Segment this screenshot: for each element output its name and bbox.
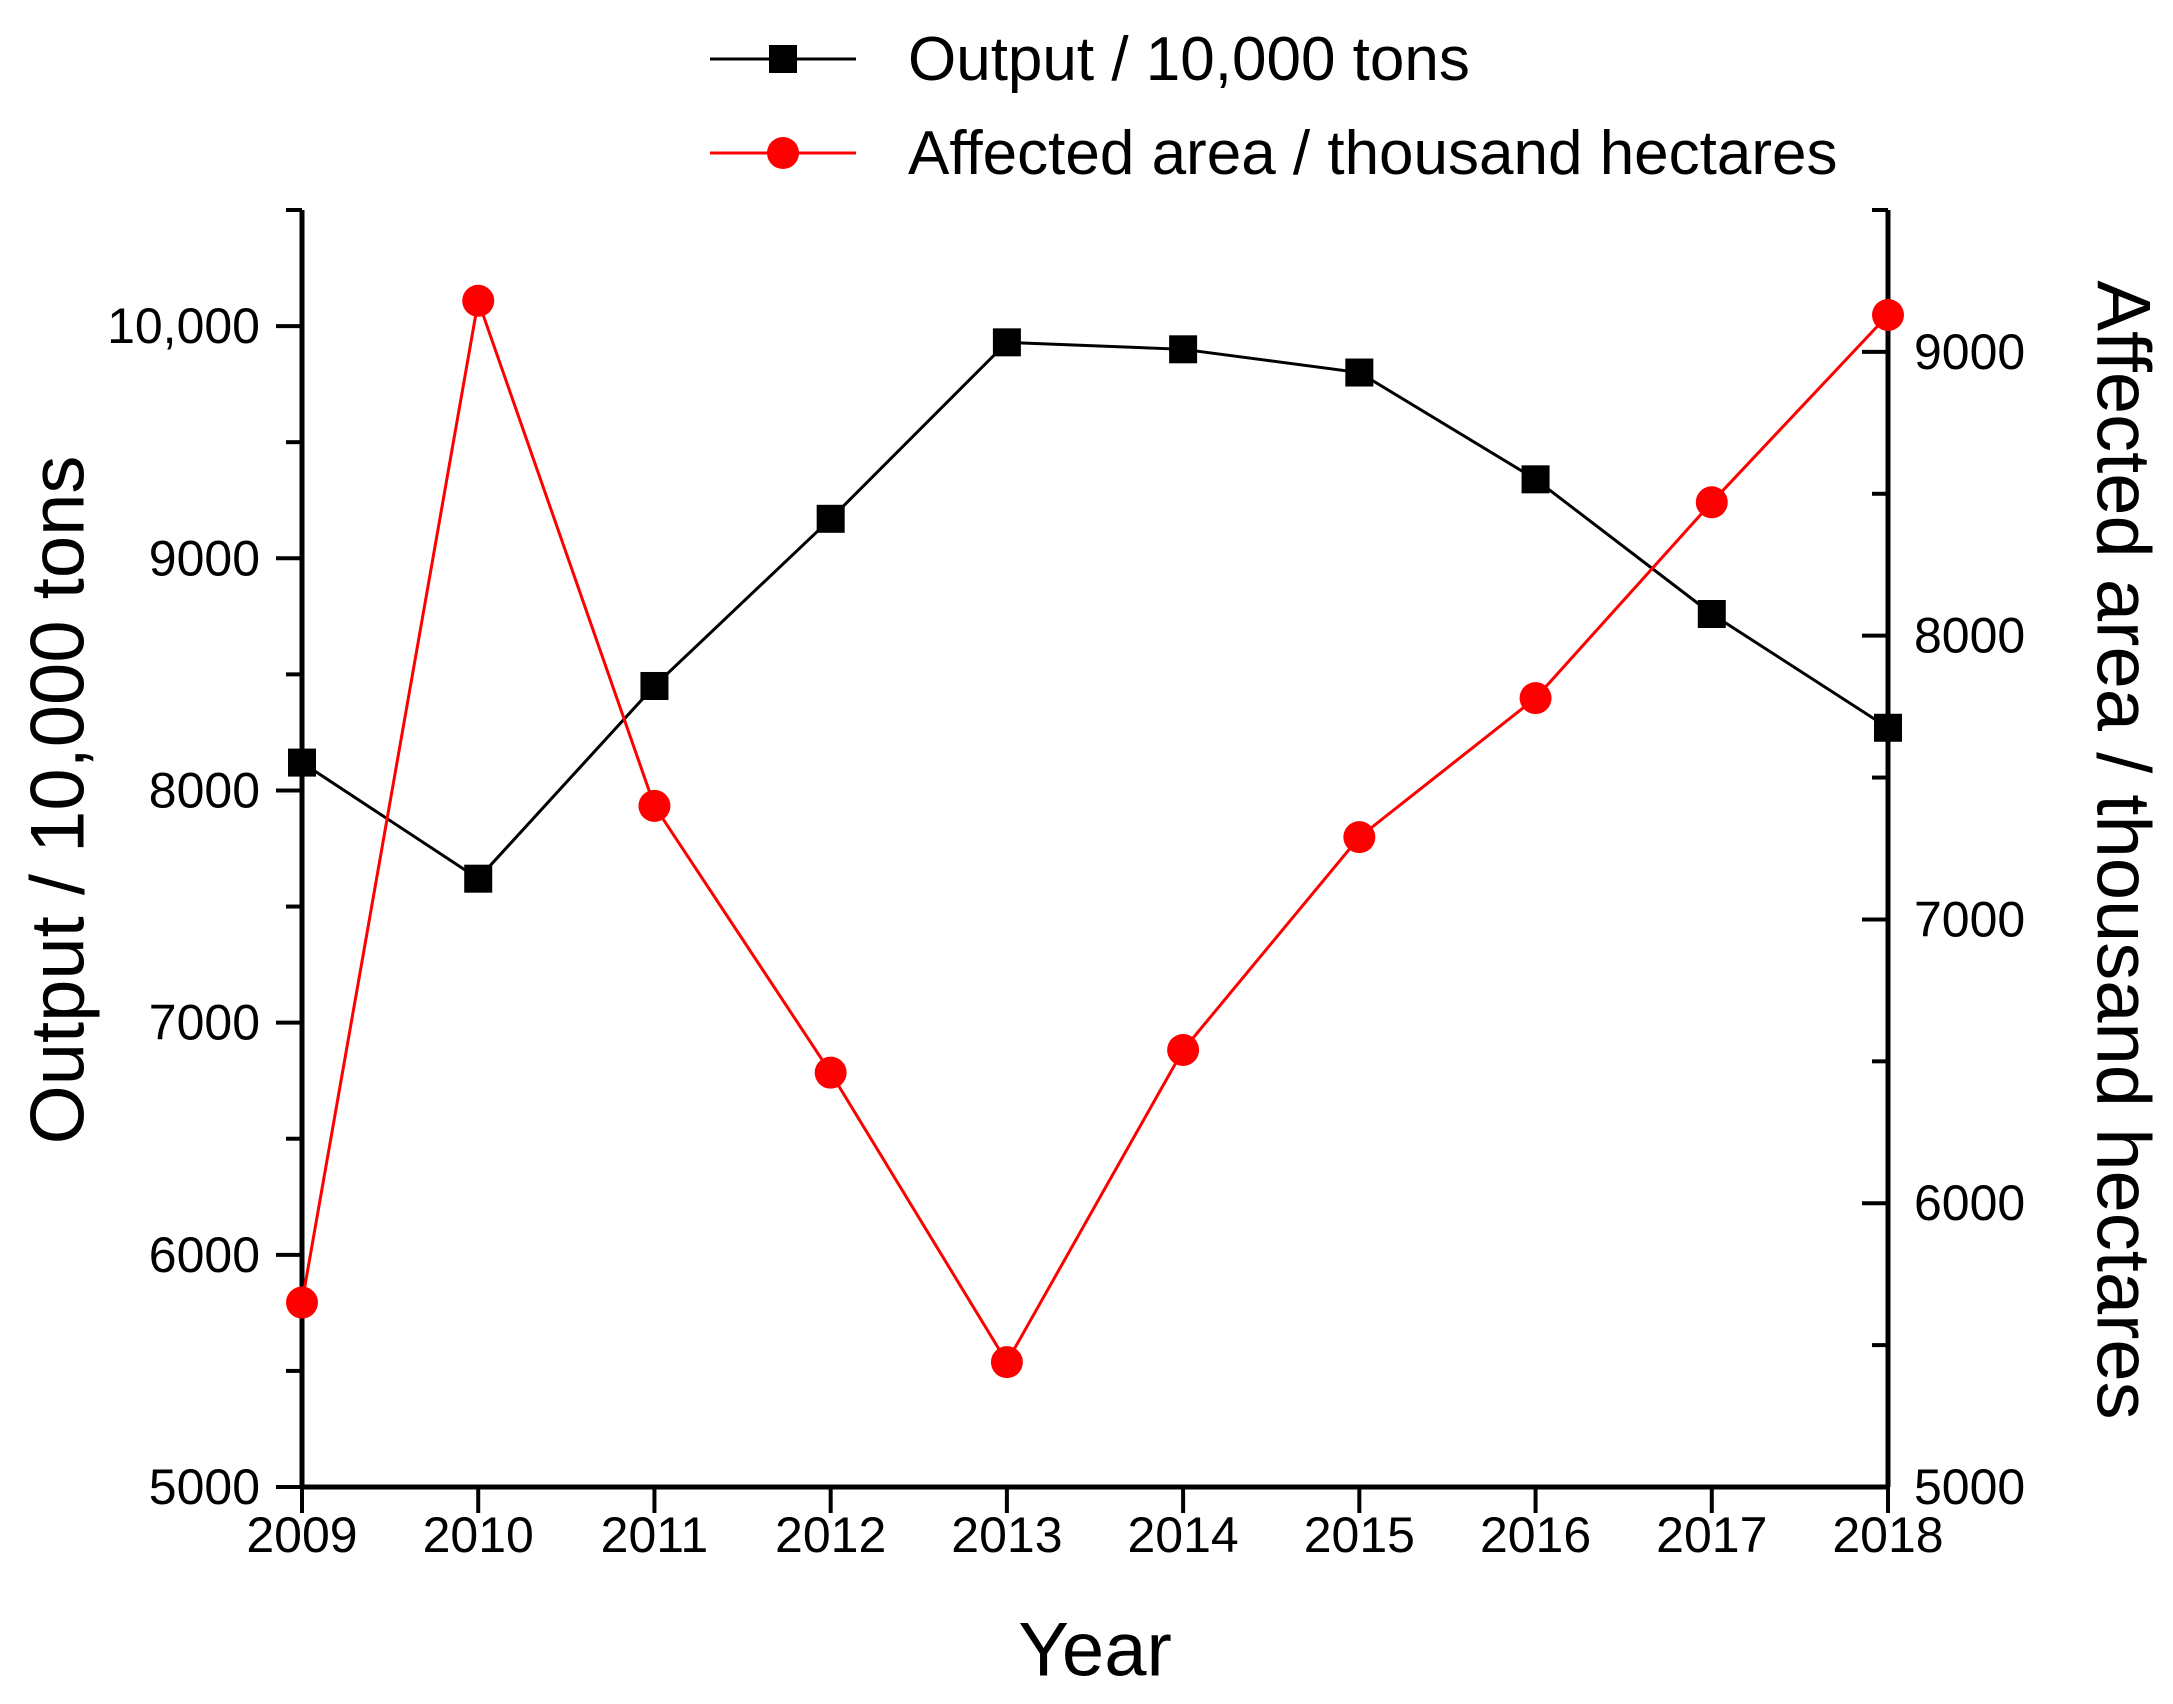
legend-label-affected-area: Affected area / thousand hectares xyxy=(908,118,1838,188)
legend-item-affected-area: Affected area / thousand hectares xyxy=(708,106,1838,200)
svg-text:2014: 2014 xyxy=(1127,1507,1238,1563)
affected-area-series-sample-icon xyxy=(708,118,858,188)
right-axis-ticks: 5000 6000 7000 8000 9000 xyxy=(1862,208,2025,1515)
x-axis-title: Year xyxy=(1018,1607,1172,1693)
svg-text:6000: 6000 xyxy=(149,1227,260,1283)
svg-text:2016: 2016 xyxy=(1480,1507,1591,1563)
svg-text:2010: 2010 xyxy=(423,1507,534,1563)
svg-text:7000: 7000 xyxy=(149,995,260,1051)
left-axis-ticks: 5000 6000 7000 8000 9000 10,000 xyxy=(107,208,302,1515)
svg-text:9000: 9000 xyxy=(149,530,260,586)
svg-text:2015: 2015 xyxy=(1304,1507,1415,1563)
svg-text:8000: 8000 xyxy=(149,762,260,818)
series-1 xyxy=(286,284,1904,1379)
axes xyxy=(299,210,1891,1490)
svg-text:2012: 2012 xyxy=(775,1507,886,1563)
svg-text:7000: 7000 xyxy=(1914,891,2025,947)
legend: Output / 10,000 tons Affected area / tho… xyxy=(708,12,1838,200)
svg-text:5000: 5000 xyxy=(149,1459,260,1515)
legend-item-output: Output / 10,000 tons xyxy=(708,12,1838,106)
svg-text:8000: 8000 xyxy=(1914,608,2025,664)
svg-text:2013: 2013 xyxy=(951,1507,1062,1563)
svg-text:10,000: 10,000 xyxy=(107,298,260,354)
svg-text:2018: 2018 xyxy=(1832,1507,1943,1563)
svg-text:9000: 9000 xyxy=(1914,324,2025,380)
legend-label-output: Output / 10,000 tons xyxy=(908,24,1470,94)
svg-text:2009: 2009 xyxy=(246,1507,357,1563)
output-series-sample-icon xyxy=(708,24,858,94)
x-axis-ticks: 2009 2010 2011 2012 2013 2014 2015 2016 2017 2018 xyxy=(246,1487,1944,1563)
svg-text:5000: 5000 xyxy=(1914,1459,2025,1515)
svg-text:2011: 2011 xyxy=(601,1507,709,1563)
svg-text:2017: 2017 xyxy=(1656,1507,1767,1563)
svg-text:6000: 6000 xyxy=(1914,1175,2025,1231)
series-0 xyxy=(288,328,1902,893)
